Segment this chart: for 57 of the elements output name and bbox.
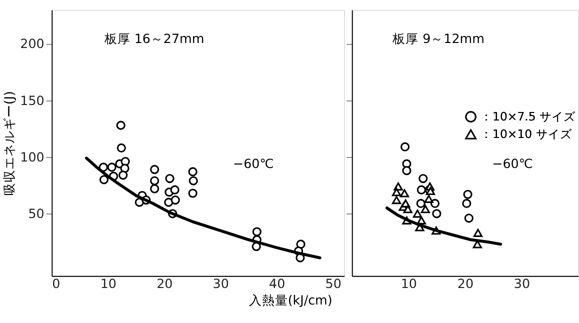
point [400,189,410,198]
point [412,210,422,218]
point [463,190,472,199]
legend-label: ：10×10 サイズ [480,127,573,142]
point [150,176,160,186]
point [416,216,426,224]
point [188,176,198,186]
point [99,175,109,184]
point [165,174,174,184]
x-axis-title: 入熱量(kJ/cm) [248,292,332,308]
point [424,194,434,203]
point [116,143,126,153]
x-tick-label: 20 [457,276,474,292]
x-tick-label: 20 [156,276,173,292]
point [188,188,198,198]
x-tick-label: 10 [100,276,116,292]
point [432,209,442,218]
point [150,164,160,174]
point [403,205,412,214]
point [430,198,440,208]
point [462,198,472,208]
annotation: −60℃ [232,156,274,172]
legend-label: ：10×7.5 サイズ [480,110,577,124]
point [416,198,426,208]
point [464,214,474,223]
point [118,170,128,180]
x-tick-label: 40 [269,276,286,292]
x-tick-label: 30 [514,276,530,292]
y-tick-label: 50 [28,206,44,222]
point [392,188,402,196]
y-tick-label: 150 [20,92,44,108]
point [473,228,483,237]
y-tick-label: 200 [20,36,44,52]
y-axis-title: 吸収エネルギー(J) [1,91,16,196]
point [416,185,426,194]
point [252,242,261,252]
x-tick-label: 50 [325,276,342,292]
point [170,185,180,194]
point [420,205,430,214]
point [418,174,428,184]
annotation: 板厚 16～27mm [103,30,204,46]
y-tick-label: 100 [20,149,44,164]
point [188,167,198,176]
x-tick-label: 0 [52,276,60,292]
annotation: −60℃ [492,156,534,172]
x-tick-label: 30 [212,276,229,292]
point [107,162,116,172]
annotation: 板厚 9～12mm [392,30,484,46]
point [392,196,402,204]
point [400,142,410,152]
line-series [85,156,322,260]
x-tick-label: 10 [400,276,417,292]
point [116,120,126,130]
point [402,166,412,176]
point [252,227,262,236]
point [170,196,180,205]
point [150,184,160,194]
